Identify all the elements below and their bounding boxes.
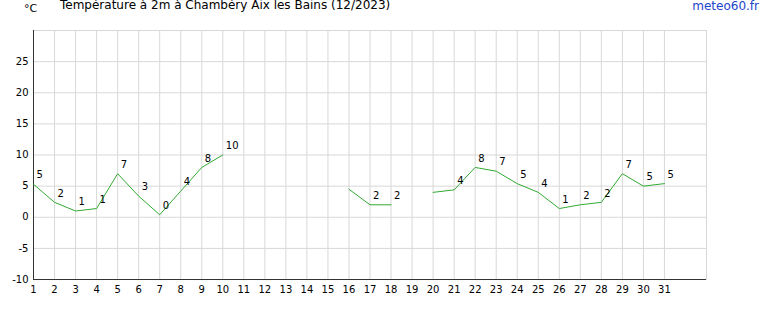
svg-text:0: 0 xyxy=(22,211,28,222)
svg-text:2: 2 xyxy=(51,284,57,295)
svg-text:27: 27 xyxy=(574,284,587,295)
svg-text:2: 2 xyxy=(583,190,589,201)
svg-text:31: 31 xyxy=(658,284,671,295)
svg-text:2: 2 xyxy=(394,190,400,201)
svg-text:1: 1 xyxy=(79,196,85,207)
svg-text:2: 2 xyxy=(604,188,610,199)
svg-text:18: 18 xyxy=(385,284,398,295)
svg-text:7: 7 xyxy=(157,284,163,295)
svg-text:20: 20 xyxy=(16,87,29,98)
svg-text:10: 10 xyxy=(226,140,239,151)
svg-text:8: 8 xyxy=(178,284,184,295)
svg-text:5: 5 xyxy=(520,169,526,180)
svg-text:12: 12 xyxy=(258,284,271,295)
svg-text:0: 0 xyxy=(163,200,169,211)
svg-text:1: 1 xyxy=(30,284,36,295)
svg-text:1: 1 xyxy=(100,194,106,205)
svg-text:6: 6 xyxy=(135,284,141,295)
svg-text:21: 21 xyxy=(448,284,461,295)
svg-text:20: 20 xyxy=(427,284,440,295)
svg-text:10: 10 xyxy=(216,284,229,295)
svg-text:23: 23 xyxy=(490,284,503,295)
svg-text:8: 8 xyxy=(478,153,484,164)
svg-text:16: 16 xyxy=(343,284,356,295)
svg-text:4: 4 xyxy=(93,284,99,295)
html-text:°C: °C xyxy=(24,2,38,15)
svg-text:10: 10 xyxy=(16,149,29,160)
svg-text:4: 4 xyxy=(184,176,190,187)
svg-text:14: 14 xyxy=(301,284,314,295)
svg-text:13: 13 xyxy=(280,284,293,295)
svg-text:7: 7 xyxy=(499,156,505,167)
svg-text:26: 26 xyxy=(553,284,566,295)
svg-text:-5: -5 xyxy=(19,243,29,254)
svg-text:7: 7 xyxy=(625,159,631,170)
svg-text:25: 25 xyxy=(16,56,29,67)
svg-text:15: 15 xyxy=(16,118,29,129)
svg-text:25: 25 xyxy=(532,284,545,295)
svg-text:28: 28 xyxy=(595,284,608,295)
svg-text:4: 4 xyxy=(541,178,547,189)
svg-text:7: 7 xyxy=(121,159,127,170)
svg-text:2: 2 xyxy=(373,190,379,201)
svg-text:3: 3 xyxy=(72,284,78,295)
svg-text:15: 15 xyxy=(322,284,335,295)
svg-text:5: 5 xyxy=(37,169,43,180)
svg-text:3: 3 xyxy=(142,181,148,192)
svg-text:5: 5 xyxy=(667,169,673,180)
svg-text:30: 30 xyxy=(637,284,650,295)
svg-text:29: 29 xyxy=(616,284,629,295)
svg-text:22: 22 xyxy=(469,284,482,295)
svg-text:2: 2 xyxy=(58,188,64,199)
svg-text:19: 19 xyxy=(406,284,419,295)
svg-text:9: 9 xyxy=(199,284,205,295)
svg-text:5: 5 xyxy=(22,180,28,191)
svg-text:11: 11 xyxy=(237,284,250,295)
svg-text:17: 17 xyxy=(364,284,377,295)
svg-text:24: 24 xyxy=(511,284,524,295)
svg-text:-10: -10 xyxy=(12,274,28,285)
html-text:meteo60.fr: meteo60.fr xyxy=(692,0,759,13)
svg-text:5: 5 xyxy=(114,284,120,295)
svg-text:4: 4 xyxy=(457,175,463,186)
svg-text:1: 1 xyxy=(562,194,568,205)
svg-text:8: 8 xyxy=(205,153,211,164)
svg-text:5: 5 xyxy=(646,171,652,182)
